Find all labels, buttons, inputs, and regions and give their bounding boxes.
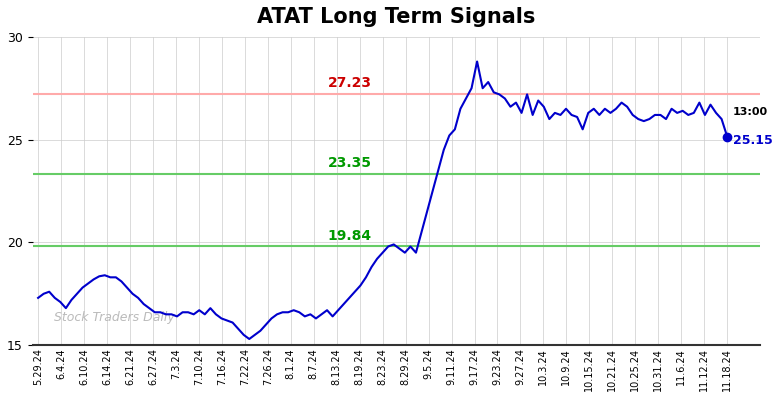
Text: Stock Traders Daily: Stock Traders Daily — [54, 310, 175, 324]
Title: ATAT Long Term Signals: ATAT Long Term Signals — [257, 7, 535, 27]
Text: 13:00: 13:00 — [733, 107, 768, 117]
Text: 25.15: 25.15 — [733, 134, 772, 147]
Text: 27.23: 27.23 — [328, 76, 372, 90]
Text: 23.35: 23.35 — [328, 156, 372, 170]
Text: 19.84: 19.84 — [328, 228, 372, 243]
